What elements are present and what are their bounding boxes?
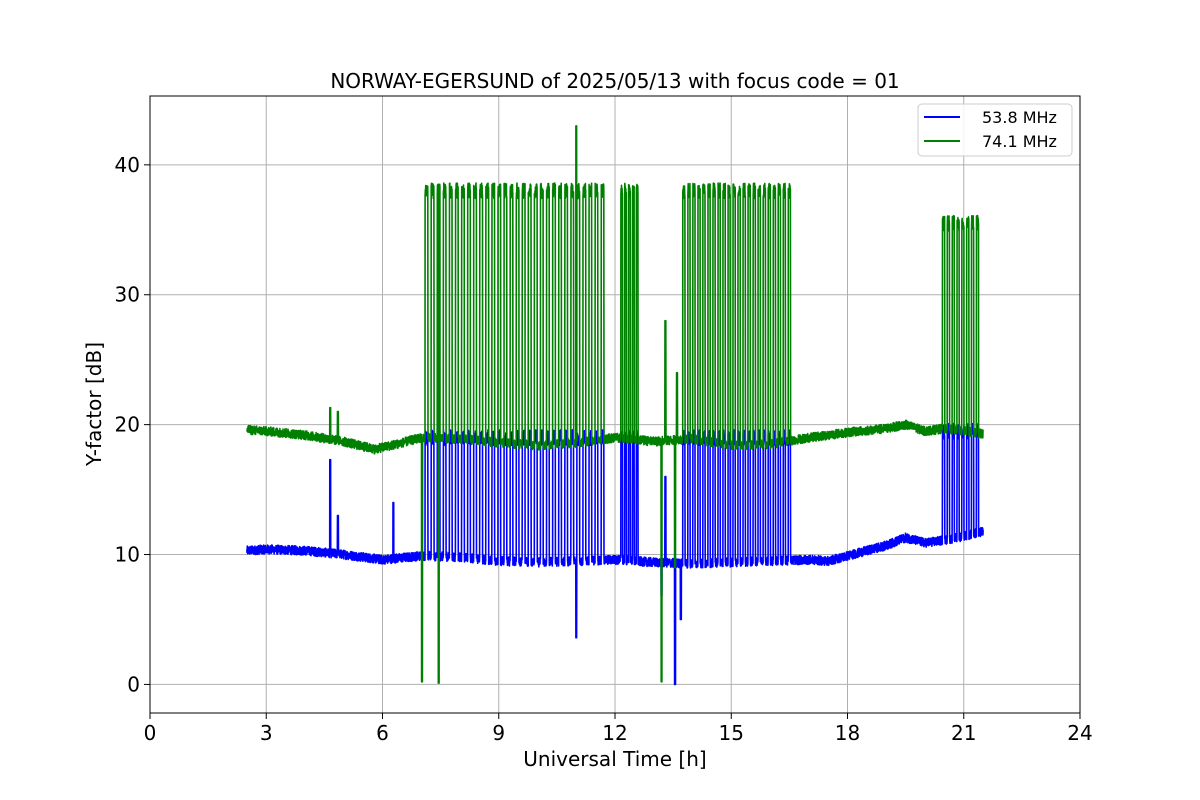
y-axis-label: Y-factor [dB]	[82, 342, 106, 467]
series-line-1	[246, 125, 984, 684]
x-tick-label: 0	[144, 721, 157, 745]
x-tick-label: 18	[835, 721, 860, 745]
ticks: 0 3 6 9 12 15 18 21 24 0 10 20 30 40	[115, 153, 1093, 745]
x-tick-label: 12	[602, 721, 627, 745]
y-tick-label: 40	[115, 153, 140, 177]
y-tick-label: 10	[115, 543, 140, 567]
x-tick-label: 9	[492, 721, 505, 745]
series-line-0	[246, 422, 984, 686]
legend: 53.8 MHz 74.1 MHz	[917, 103, 1073, 157]
chart-title: NORWAY-EGERSUND of 2025/05/13 with focus…	[330, 69, 899, 93]
x-tick-label: 21	[951, 721, 976, 745]
legend-label-74-1: 74.1 MHz	[982, 132, 1057, 151]
y-tick-label: 20	[115, 413, 140, 437]
y-tick-label: 30	[115, 283, 140, 307]
x-axis-label: Universal Time [h]	[523, 747, 706, 771]
x-tick-label: 6	[376, 721, 389, 745]
x-tick-label: 24	[1067, 721, 1092, 745]
grid	[149, 96, 1081, 713]
x-tick-label: 3	[260, 721, 273, 745]
legend-label-53-8: 53.8 MHz	[982, 108, 1057, 127]
x-tick-label: 15	[719, 721, 744, 745]
series-layer	[246, 125, 984, 686]
y-tick-label: 0	[127, 672, 140, 696]
